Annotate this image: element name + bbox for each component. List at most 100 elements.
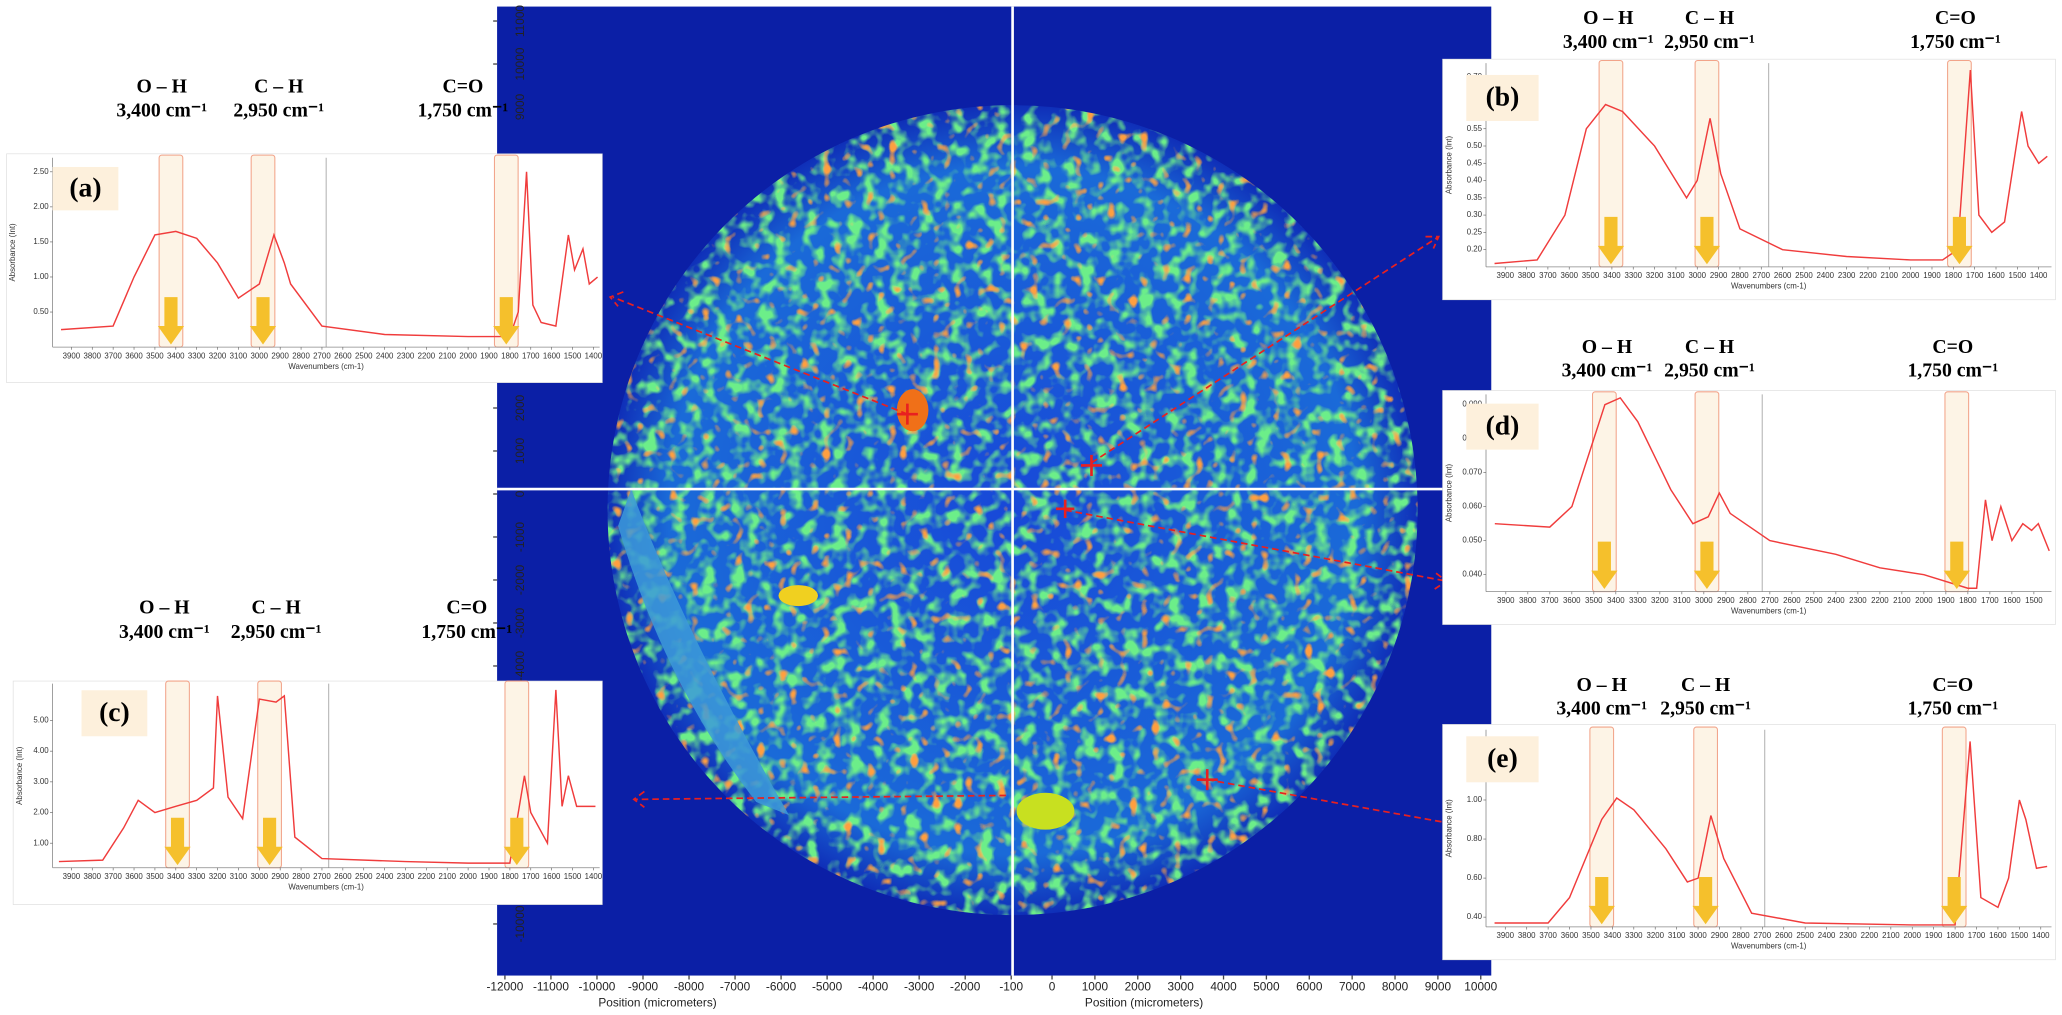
band-position: 2,950 cm⁻¹	[233, 99, 324, 121]
x-tick-label: 2500	[355, 351, 373, 360]
x-tick-label: 1900	[1923, 271, 1941, 280]
x-tick-label: 3500	[146, 351, 164, 360]
y-tick-label: 0.50	[33, 307, 49, 316]
annotations: -12000 -11000 -10000 -9000 -8000 -7000 -6000 -5…	[6, 5, 2056, 1009]
band-group: O – H	[139, 596, 190, 618]
band-position: 1,750 cm⁻¹	[421, 621, 512, 643]
x-tick-label: 2600	[1775, 931, 1793, 940]
y-tick-label: 1.50	[33, 237, 49, 246]
band-group: C – H	[1685, 336, 1735, 358]
x-tick-label: 1700	[1966, 271, 1984, 280]
spectrum-panel: 3900 3800 3700 3600 3500 3400 3300 3200 3100 3000…	[6, 153, 603, 383]
x-tick-label: 2300	[397, 351, 415, 360]
y-axis-label: Absorbance (Int)	[15, 746, 24, 805]
hotspot	[896, 389, 929, 432]
y-tick-label: 2.50	[33, 167, 49, 176]
x-tick-label: 2100	[1882, 931, 1900, 940]
y-tick-label: 1.00	[1467, 795, 1483, 804]
x-tick-label: 3600	[1563, 596, 1581, 605]
x-tick-label: 1800	[1959, 596, 1977, 605]
band-group: C=O	[1932, 336, 1973, 358]
x-tick-label: 3400	[1607, 596, 1625, 605]
x-tick-label: 2800	[1731, 271, 1749, 280]
x-tick-label: 2200	[1861, 931, 1879, 940]
x-tick-label: 2000	[459, 351, 477, 360]
hotspot	[1016, 792, 1075, 830]
x-tick-label: 1800	[1945, 271, 1963, 280]
band-arrow	[1693, 541, 1721, 590]
x-tick-label: 3800	[1519, 596, 1537, 605]
y-tick-label: 0.050	[1462, 536, 1482, 545]
x-tick-label: 3100	[230, 351, 248, 360]
band-arrow	[503, 817, 530, 866]
x-tick-label: 5000	[1253, 980, 1280, 994]
x-tick-label: 2000	[1903, 931, 1921, 940]
x-axis-label: Position (micrometers)	[1085, 995, 1203, 1009]
x-tick-label: 2900	[1711, 931, 1729, 940]
x-tick-label: 1900	[480, 351, 498, 360]
x-axis-label: Wavenumbers (cm-1)	[288, 883, 364, 892]
arrow	[1091, 235, 1440, 464]
x-tick-label: -4000	[858, 980, 889, 994]
spectrum-line	[58, 689, 596, 864]
x-tick-label: -7000	[720, 980, 751, 994]
x-tick-label: 8000	[1382, 980, 1409, 994]
x-tick-label: 1800	[501, 351, 519, 360]
y-tick-label: 0.35	[1467, 193, 1483, 202]
panel-label: (d)	[1486, 409, 1520, 440]
band-position: 1,750 cm⁻¹	[1907, 360, 1998, 382]
y-tick-label: 5.00	[33, 716, 49, 725]
x-tick-label: 3300	[1625, 931, 1643, 940]
panel-label-box	[1466, 403, 1539, 450]
x-tick-label: 3900	[1497, 596, 1515, 605]
x-tick-label: 3000	[1167, 980, 1194, 994]
spectrum-panel: 3900 3800 3700 3600 3500 3400 3300 3200 3100 3000…	[1442, 724, 2056, 961]
x-tick-label: 1500	[564, 872, 582, 881]
x-tick-label: 2400	[376, 351, 394, 360]
x-tick-label: -5000	[812, 980, 843, 994]
band-group: C=O	[442, 76, 483, 98]
x-axis-label: Position (micrometers)	[598, 995, 716, 1009]
band-arrow	[1946, 216, 1973, 265]
band-group: O – H	[1583, 7, 1634, 29]
x-tick-label: 2100	[438, 872, 456, 881]
x-tick-label: 1600	[543, 351, 561, 360]
x-tick-label: 10000	[1464, 980, 1497, 994]
x-tick-label: 2900	[1717, 596, 1735, 605]
x-tick-label: 2200	[1859, 271, 1877, 280]
band-position: 3,400 cm⁻¹	[1563, 31, 1654, 53]
x-tick-label: 2300	[1839, 931, 1857, 940]
y-tick-label: 2.00	[33, 202, 49, 211]
x-tick-label: 2100	[438, 351, 456, 360]
y-tick-label: -10000	[513, 905, 527, 942]
x-tick-label: 2300	[397, 872, 415, 881]
band-arrow	[256, 817, 283, 866]
x-tick-label: 3000	[1695, 596, 1713, 605]
x-tick-label: 3800	[84, 872, 102, 881]
x-tick-label: 3200	[209, 351, 227, 360]
spectrum-line	[1494, 396, 2050, 589]
x-axis-label: Wavenumbers (cm-1)	[1731, 942, 1807, 951]
panel-label: (c)	[99, 696, 130, 727]
band-group: O – H	[137, 76, 188, 98]
x-tick-label: -8000	[674, 980, 705, 994]
y-tick-label: 0.25	[1467, 227, 1483, 236]
y-tick-label: -4000	[513, 650, 527, 681]
panel-label-box	[81, 690, 148, 737]
x-tick-label: 2900	[271, 872, 289, 881]
x-tick-label: 2600	[1774, 271, 1792, 280]
band-arrow	[1943, 541, 1970, 590]
x-tick-label: 3300	[188, 872, 206, 881]
x-tick-label: -10000	[579, 980, 616, 994]
y-tick-label: 0.40	[1467, 912, 1483, 921]
x-tick-label: 3100	[1667, 271, 1685, 280]
x-tick-label: 2600	[334, 351, 352, 360]
y-tick-label: 0.070	[1462, 468, 1482, 477]
panel-label-box	[1466, 736, 1539, 783]
panel-label-box	[52, 166, 119, 211]
panel-label: (e)	[1487, 742, 1518, 773]
band-arrow	[164, 817, 191, 866]
x-tick-label: 2400	[1827, 596, 1845, 605]
x-tick-label: 2800	[1739, 596, 1757, 605]
